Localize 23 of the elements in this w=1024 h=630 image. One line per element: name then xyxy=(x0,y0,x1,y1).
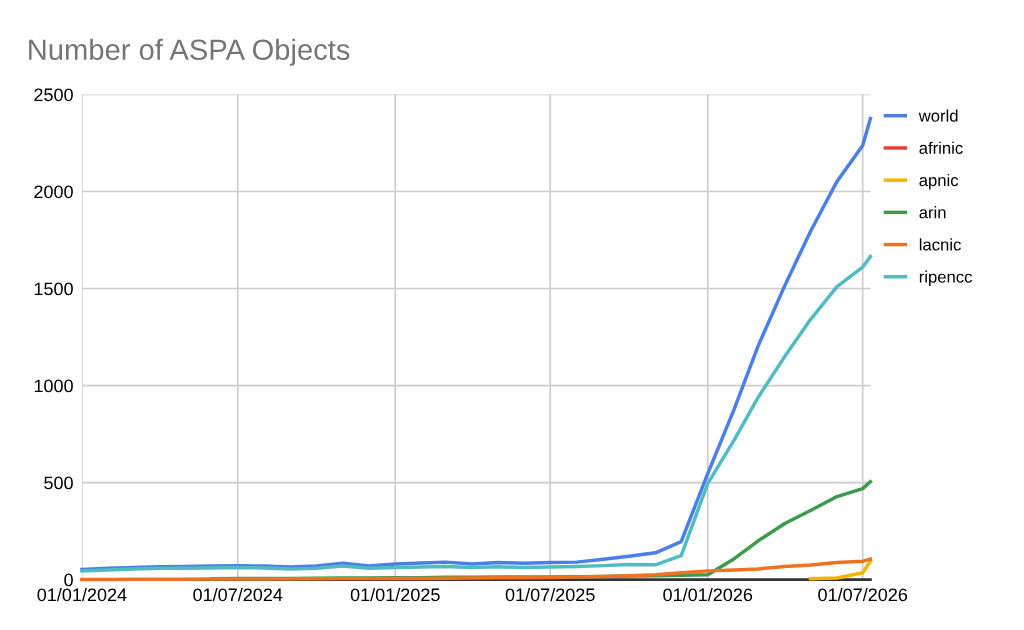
chart-title: Number of ASPA Objects xyxy=(29,38,350,66)
x-tick-label: 01/07/2024 xyxy=(193,587,283,602)
x-tick-label: 01/01/2026 xyxy=(663,587,753,602)
x-tick-label: 01/07/2025 xyxy=(505,587,595,602)
y-tick-label: 1500 xyxy=(34,282,73,296)
line-series xyxy=(80,116,873,572)
x-tick-label: 01/01/2025 xyxy=(350,587,440,602)
line-series xyxy=(80,557,873,582)
y-tick-label: 0 xyxy=(64,573,73,587)
x-tick-label: 01/01/2024 xyxy=(37,587,127,602)
y-tick-label: 2500 xyxy=(34,88,73,102)
y-tick-label: 2000 xyxy=(34,185,73,199)
legend-label: ripencc xyxy=(919,270,973,287)
y-tick-label: 500 xyxy=(44,476,73,490)
legend-label: arin xyxy=(919,206,946,219)
legend-label: world xyxy=(918,109,958,122)
line-series xyxy=(808,559,873,581)
legend-label: afrinic xyxy=(919,141,963,154)
legend-label: apnic xyxy=(919,173,959,190)
line-series xyxy=(80,254,873,573)
y-tick-label: 1000 xyxy=(34,379,73,393)
legend-label: lacnic xyxy=(919,238,961,251)
x-tick-label: 01/07/2026 xyxy=(818,587,908,602)
